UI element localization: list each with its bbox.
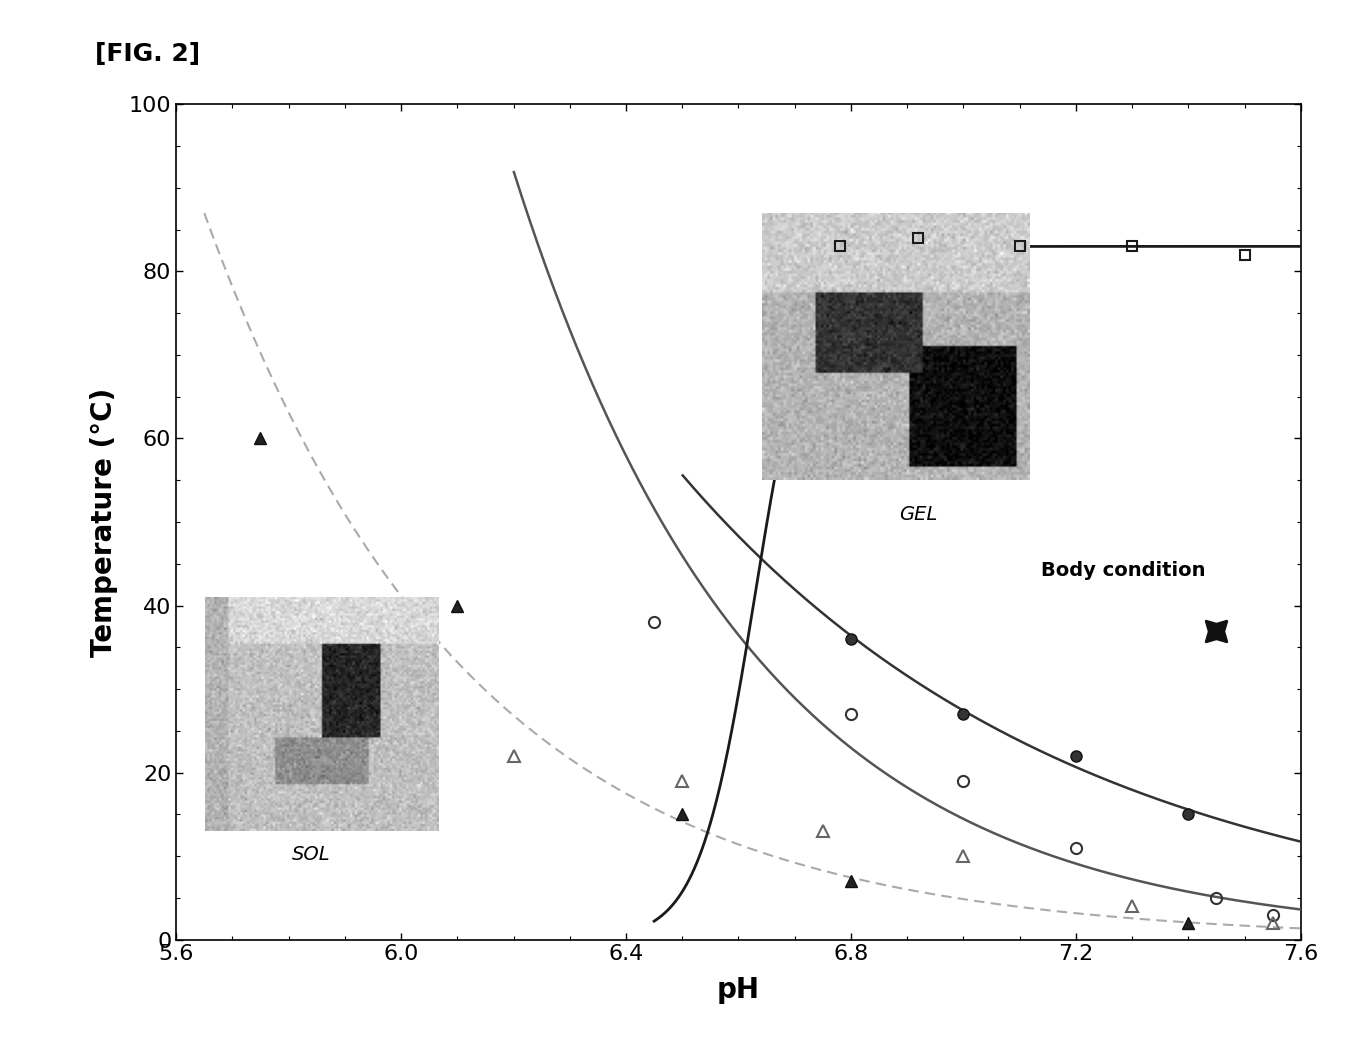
Text: Body condition: Body condition [1041, 562, 1205, 580]
X-axis label: pH: pH [717, 975, 760, 1003]
Text: SOL: SOL [291, 846, 331, 864]
Text: [FIG. 2]: [FIG. 2] [95, 42, 201, 66]
Y-axis label: Temperature (°C): Temperature (°C) [89, 387, 118, 657]
Text: GEL: GEL [900, 505, 938, 524]
